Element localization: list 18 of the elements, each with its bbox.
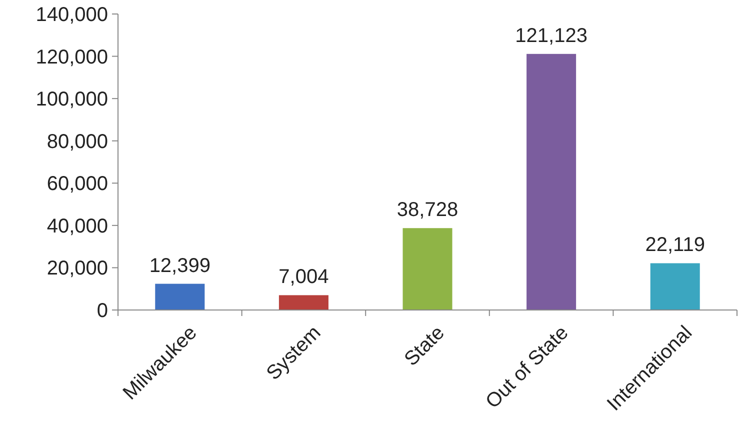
y-tick-label: 40,000 [46,215,108,238]
bar [526,54,576,310]
bar [650,263,700,310]
data-label: 22,119 [645,234,705,256]
y-tick-label: 60,000 [46,173,108,196]
y-tick-label: 120,000 [36,46,108,68]
bar [278,295,328,310]
y-tick-label: 140,000 [36,4,108,26]
data-label: 12,399 [149,254,210,277]
y-tick-label: 20,000 [46,258,108,280]
data-label: 121,123 [515,24,588,47]
bar [402,228,452,310]
bar [155,284,205,310]
data-label: 38,728 [396,199,458,222]
data-label: 7,004 [278,266,329,288]
y-tick-label: 0 [96,300,108,322]
y-tick-label: 80,000 [46,130,108,153]
y-tick-label: 100,000 [36,88,108,111]
